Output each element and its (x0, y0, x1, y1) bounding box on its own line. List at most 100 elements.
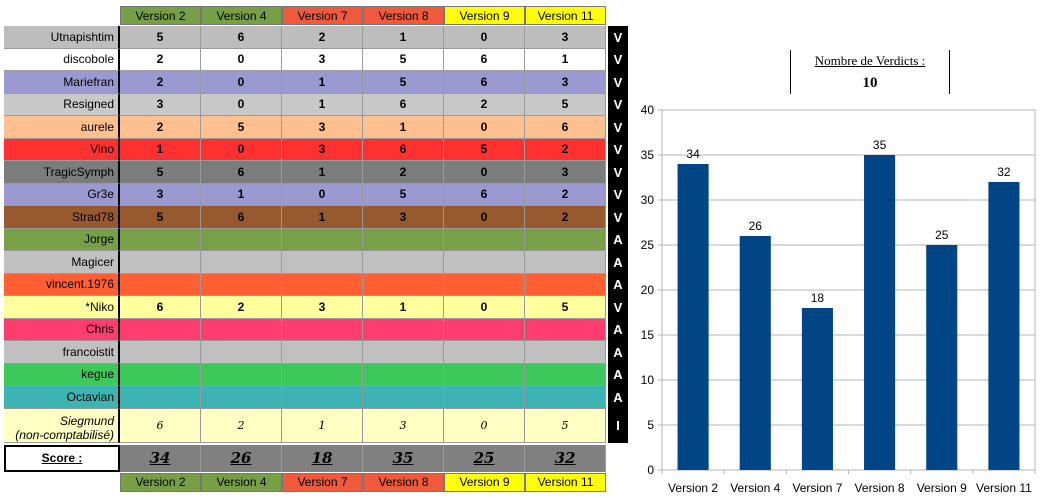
vote-cell (120, 318, 201, 341)
player-name: aurele (4, 116, 120, 139)
y-tick-label: 10 (641, 373, 655, 387)
score-cell: 34 (120, 444, 201, 472)
verdict-count-value: 10 (862, 75, 878, 91)
vote-cell (120, 251, 201, 274)
score-cell: 25 (444, 444, 525, 472)
player-name: Chris (4, 318, 120, 341)
vote-cell (282, 386, 363, 409)
vote-cell (363, 251, 444, 274)
vote-cell: 5 (444, 138, 525, 161)
vote-cell: 2 (444, 93, 525, 116)
vote-cell: 3 (282, 296, 363, 319)
column-header-top: Version 9 (444, 6, 525, 25)
vote-cell (444, 386, 525, 409)
vote-cell (363, 318, 444, 341)
vote-cell (201, 341, 282, 364)
bar (988, 182, 1020, 470)
verdict-mark: V (608, 48, 628, 71)
vote-cell: 3 (363, 206, 444, 229)
vote-cell-siegmund: 3 (363, 408, 444, 443)
bar-chart: 0 5 10 15 20 25 30 35 40 34 Version 2 26 Version 4 18… (641, 103, 1036, 495)
vote-cell (120, 228, 201, 251)
column-header-top: Version 7 (282, 6, 363, 25)
vote-cell (363, 273, 444, 296)
vote-cell (120, 386, 201, 409)
vote-cell: 1 (282, 161, 363, 184)
verdict-mark: A (608, 341, 628, 364)
verdict-mark: A (608, 386, 628, 409)
vote-cell (120, 363, 201, 386)
vote-cell: 0 (444, 206, 525, 229)
vote-cell (444, 318, 525, 341)
x-tick-label: Version 8 (855, 481, 905, 495)
bar (739, 236, 771, 470)
vote-cell: 5 (120, 26, 201, 49)
vote-cell: 1 (120, 138, 201, 161)
score-cell: 35 (363, 444, 444, 472)
x-tick-label: Version 4 (730, 481, 780, 495)
verdict-mark: V (608, 161, 628, 184)
player-name: francoistit (4, 341, 120, 364)
vote-cell: 0 (444, 296, 525, 319)
verdict-mark: A (608, 251, 628, 274)
vote-cell: 3 (282, 116, 363, 139)
x-tick-label: Version 9 (917, 481, 967, 495)
vote-cell-siegmund: 1 (282, 408, 363, 443)
vote-cell: 3 (120, 93, 201, 116)
score-cell: 32 (525, 444, 606, 472)
vote-cell (444, 273, 525, 296)
verdict-mark: V (608, 71, 628, 94)
verdict-mark: I (608, 408, 628, 443)
vote-cell-siegmund: 6 (120, 408, 201, 443)
vote-cell (201, 251, 282, 274)
vote-cell: 5 (201, 116, 282, 139)
y-tick-label: 15 (641, 328, 655, 342)
player-name: *Niko (4, 296, 120, 319)
verdict-mark: V (608, 206, 628, 229)
vote-cell: 6 (201, 206, 282, 229)
vote-cell (525, 273, 606, 296)
vote-cell (120, 341, 201, 364)
vote-cell (525, 341, 606, 364)
vote-cell: 6 (363, 93, 444, 116)
vote-cell: 0 (201, 48, 282, 71)
vote-cell (282, 228, 363, 251)
verdict-mark: V (608, 93, 628, 116)
vote-cell: 2 (363, 161, 444, 184)
player-name: kegue (4, 363, 120, 386)
vote-cell (525, 228, 606, 251)
data-label: 35 (873, 138, 887, 152)
vote-cell (282, 273, 363, 296)
player-name: Strad78 (4, 206, 120, 229)
vote-cell (525, 386, 606, 409)
column-header-top: Version 11 (525, 6, 606, 25)
y-tick-label: 25 (641, 238, 655, 252)
vote-cell: 3 (282, 48, 363, 71)
vote-cell: 3 (525, 71, 606, 94)
vote-cell: 3 (525, 26, 606, 49)
player-name: Gr3e (4, 183, 120, 206)
y-tick-label: 5 (647, 418, 654, 432)
vote-cell: 2 (525, 206, 606, 229)
vote-cell (201, 273, 282, 296)
verdict-mark: A (608, 318, 628, 341)
vote-cell-siegmund: 0 (444, 408, 525, 443)
column-header-bottom: Version 4 (201, 472, 282, 492)
vote-cell: 2 (525, 138, 606, 161)
vote-cell (444, 228, 525, 251)
vote-cell (282, 341, 363, 364)
vote-cell (525, 251, 606, 274)
vote-cell: 2 (120, 116, 201, 139)
vote-cell: 5 (363, 71, 444, 94)
vote-cell: 0 (201, 71, 282, 94)
vote-cell: 0 (444, 161, 525, 184)
y-tick-label: 0 (647, 463, 654, 477)
data-label: 32 (997, 165, 1011, 179)
player-name: Utnapishtim (4, 26, 120, 49)
score-cell: 18 (282, 444, 363, 472)
verdict-count-box: Nombre de Verdicts : 10 (790, 50, 950, 94)
vote-cell: 6 (444, 71, 525, 94)
vote-cell: 1 (282, 71, 363, 94)
player-name: discobole (4, 48, 120, 71)
vote-cell (282, 318, 363, 341)
